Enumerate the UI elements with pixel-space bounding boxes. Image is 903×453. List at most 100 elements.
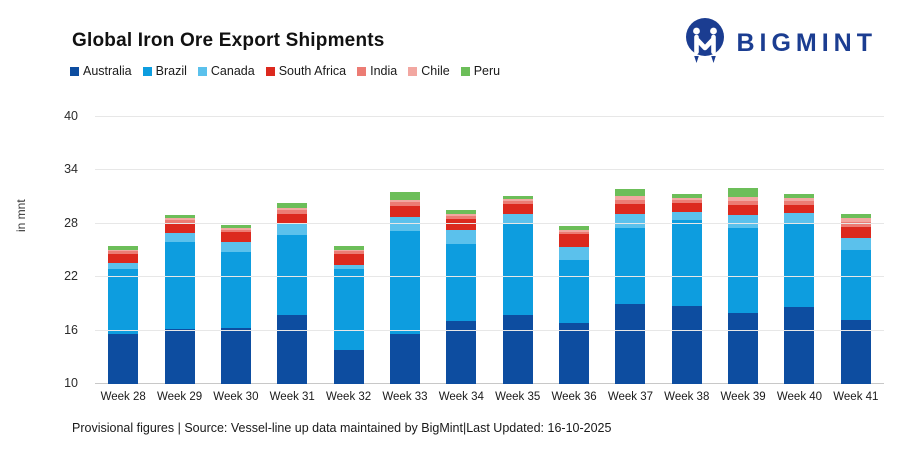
bar-segment-australia (671, 305, 702, 384)
bar-column-week-41: Week 41 (828, 108, 884, 403)
bar-segment-south-africa (446, 219, 477, 230)
bar-segment-australia (389, 334, 420, 384)
bar-segment-australia (220, 327, 251, 384)
bar-segment-south-africa (220, 231, 251, 242)
stacked-bar-week-36 (559, 226, 590, 384)
stacked-bar-week-34 (446, 210, 477, 384)
bar-segment-india (446, 216, 477, 220)
bar-segment-chile (108, 249, 139, 252)
bar-segment-peru (446, 210, 477, 214)
legend-swatch-icon (460, 66, 470, 76)
bar-segment-brazil (559, 260, 590, 323)
bar-segment-india (502, 201, 533, 205)
bar-segment-australia (728, 312, 759, 384)
stacked-bar-week-31 (277, 203, 308, 384)
legend-swatch-icon (357, 66, 367, 76)
bar-segment-chile (728, 197, 759, 201)
bar-segment-chile (784, 197, 815, 202)
stacked-bar-week-40 (784, 193, 815, 384)
bar-segment-peru (784, 193, 815, 198)
bar-segment-chile (164, 218, 195, 221)
y-tick-label-28: 28 (64, 215, 78, 230)
legend-item-canada: Canada (197, 64, 255, 78)
bar-segment-australia (164, 328, 195, 384)
gridline-16 (95, 329, 884, 331)
legend-swatch-icon (197, 66, 207, 76)
legend-label: Australia (83, 64, 132, 78)
bar-segment-brazil (108, 269, 139, 335)
y-tick-label-16: 16 (64, 322, 78, 337)
bar-segment-peru (728, 188, 759, 198)
bar-segment-brazil (446, 244, 477, 321)
bar-segment-canada (840, 238, 871, 250)
legend-item-australia: Australia (70, 64, 132, 78)
stacked-bar-week-32 (333, 246, 364, 384)
legend-item-india: India (357, 64, 397, 78)
stacked-bar-week-38 (671, 194, 702, 384)
legend-swatch-icon (265, 66, 275, 76)
bar-segment-canada (784, 213, 815, 224)
bar-segment-chile (502, 198, 533, 202)
legend-item-peru: Peru (460, 64, 501, 78)
x-tick-label: Week 28 (100, 391, 146, 403)
x-tick-label: Week 33 (382, 391, 428, 403)
bar-segment-south-africa (728, 205, 759, 215)
legend-label: Chile (421, 64, 450, 78)
bar-segment-canada (164, 232, 195, 242)
bar-segment-australia (502, 314, 533, 384)
bar-column-week-40: Week 40 (771, 108, 827, 403)
bar-segment-canada (502, 213, 533, 224)
bar-segment-australia (784, 307, 815, 384)
bar-columns: Week 28 Week 29 Week 30 Week 31 Week 32 Week … (95, 108, 884, 403)
bar-segment-india (164, 220, 195, 223)
legend-label: Peru (473, 64, 501, 78)
plot-area: Week 28 Week 29 Week 30 Week 31 Week 32 Week … (64, 108, 884, 403)
stacked-bar-week-30 (220, 225, 251, 384)
bar-segment-south-africa (840, 227, 871, 238)
bar-column-week-35: Week 35 (490, 108, 546, 403)
bar-segment-south-africa (333, 254, 364, 265)
x-axis-line (95, 383, 884, 384)
bar-segment-chile (446, 213, 477, 217)
bar-segment-india (559, 231, 590, 235)
bar-segment-brazil (277, 235, 308, 315)
legend-label: India (370, 64, 398, 78)
bar-segment-peru (389, 191, 420, 200)
bar-segment-brazil (389, 230, 420, 335)
gridline-40 (95, 115, 884, 117)
bar-segment-canada (277, 223, 308, 236)
bar-segment-south-africa (559, 234, 590, 247)
bar-segment-chile (840, 218, 871, 222)
bar-segment-south-africa (671, 203, 702, 213)
stacked-bar-week-33 (389, 191, 420, 384)
x-tick-label: Week 34 (438, 391, 484, 403)
bar-segment-india (333, 251, 364, 255)
bar-segment-india (840, 221, 871, 228)
gridline-28 (95, 222, 884, 224)
bar-segment-canada (671, 212, 702, 221)
bar-segment-india (108, 251, 139, 255)
bar-segment-australia (108, 334, 139, 384)
bar-column-week-31: Week 31 (264, 108, 320, 403)
legend-swatch-icon (408, 66, 418, 76)
legend-label: Brazil (155, 64, 187, 78)
bar-segment-peru (333, 246, 364, 250)
bar-segment-south-africa (277, 213, 308, 224)
y-tick-label-40: 40 (64, 108, 78, 123)
bar-segment-chile (389, 199, 420, 203)
bar-segment-canada (333, 264, 364, 270)
bar-segment-australia (333, 350, 364, 384)
bar-segment-south-africa (108, 254, 139, 263)
x-tick-label: Week 30 (213, 391, 259, 403)
bar-segment-canada (108, 262, 139, 270)
bar-segment-peru (502, 196, 533, 199)
stacked-bar-week-41 (840, 213, 871, 384)
bar-column-week-34: Week 34 (433, 108, 489, 403)
bigmint-logo-text: BIGMINT (736, 29, 877, 57)
bar-segment-canada (446, 230, 477, 245)
chart-title: Global Iron Ore Export Shipments (72, 30, 385, 51)
x-tick-label: Week 37 (607, 391, 653, 403)
legend-item-brazil: Brazil (142, 64, 187, 78)
chart-legend: Australia Brazil Canada South Africa India Ch… (70, 64, 500, 78)
